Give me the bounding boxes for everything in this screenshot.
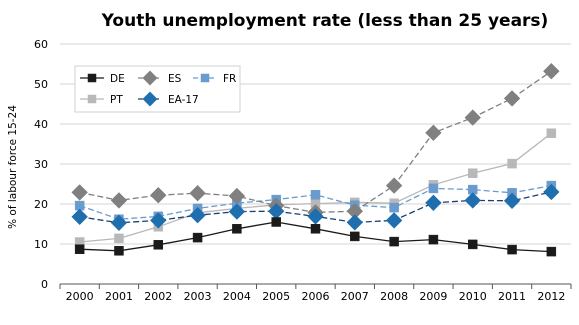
data-point-fr [310, 190, 321, 200]
x-tick-label: 2006 [302, 290, 330, 303]
data-point-de [271, 217, 281, 227]
legend-marker [142, 91, 158, 107]
series-layer [71, 62, 560, 257]
y-tick-label: 10 [34, 238, 48, 251]
legend-label: ES [168, 73, 182, 85]
data-point-ea-17 [110, 214, 128, 232]
data-point-de [232, 224, 242, 234]
data-point-ea-17 [228, 203, 246, 220]
y-tick-label: 40 [34, 118, 48, 131]
legend-marker [87, 73, 97, 83]
data-point-es [228, 187, 246, 205]
data-point-de [467, 239, 478, 250]
data-point-fr [389, 202, 399, 213]
x-tick-label: 2010 [459, 290, 487, 303]
data-point-de [114, 246, 124, 256]
x-tick-label: 2003 [184, 290, 212, 303]
legend-label: EA-17 [168, 94, 199, 106]
y-axis-label: % of labour force 15-24 [7, 105, 19, 229]
data-point-es [385, 177, 403, 194]
data-point-de [310, 224, 321, 234]
x-tick-label: 2008 [380, 290, 408, 303]
chart-title: Youth unemployment rate (less than 25 ye… [101, 11, 549, 31]
data-point-de [428, 234, 439, 245]
data-point-pt [507, 158, 517, 169]
legend-box [74, 65, 241, 113]
x-tick-label: 2009 [419, 290, 447, 303]
legend-label: PT [110, 94, 123, 106]
data-point-de [74, 244, 85, 254]
axes: 0 10 20 30 40 50 60 2000 2001 2002 2003 2004 2005 200… [7, 38, 572, 303]
data-point-ea-17 [71, 208, 88, 226]
data-point-pt [114, 233, 124, 244]
series-de [74, 217, 557, 257]
data-point-ea-17 [189, 206, 206, 224]
legend-item-fr: FR [193, 73, 236, 85]
y-tick-label: 0 [41, 278, 48, 291]
legend: DE ES FR PT EA-17 [74, 65, 241, 113]
series-es [71, 62, 560, 221]
x-tick-label: 2002 [144, 290, 172, 303]
data-point-ea-17 [543, 183, 560, 201]
y-tick-label: 20 [34, 198, 48, 211]
data-point-ea-17 [503, 192, 521, 210]
x-tick-label: 2005 [262, 290, 290, 303]
data-point-es [71, 184, 88, 201]
data-point-es [110, 192, 128, 209]
y-tick-label: 60 [34, 38, 48, 51]
data-point-pt [467, 168, 478, 178]
legend-label: DE [110, 73, 125, 85]
data-point-de [389, 236, 399, 247]
data-point-fr [428, 183, 439, 194]
y-tick-label: 30 [34, 158, 48, 171]
data-point-es [543, 62, 560, 80]
data-point-es [503, 90, 521, 107]
legend-marker [87, 94, 97, 104]
x-tick-label: 2012 [537, 290, 565, 303]
legend-item-de: DE [80, 73, 125, 85]
data-point-ea-17 [346, 214, 364, 231]
data-point-de [546, 246, 557, 257]
data-point-ea-17 [425, 194, 442, 212]
x-tick-label: 2000 [66, 290, 94, 303]
data-point-es [189, 184, 206, 202]
data-point-es [425, 124, 442, 142]
legend-marker [200, 73, 210, 83]
data-point-de [350, 231, 360, 242]
x-tick-label: 2004 [223, 290, 251, 303]
series-ea-17 [71, 183, 560, 232]
x-tick-label: 2007 [341, 290, 369, 303]
data-point-de [507, 244, 517, 255]
data-point-pt [546, 128, 557, 138]
data-point-ea-17 [149, 212, 167, 229]
legend-marker [142, 70, 158, 86]
data-point-es [149, 186, 167, 204]
data-point-ea-17 [464, 192, 482, 209]
legend-label: FR [223, 73, 236, 85]
data-point-ea-17 [385, 212, 403, 229]
x-tick-label: 2001 [105, 290, 133, 303]
y-tick-label: 50 [34, 78, 48, 91]
legend-item-pt: PT [80, 94, 123, 106]
data-point-de [153, 240, 164, 250]
data-point-de [192, 232, 203, 243]
legend-item-ea-17: EA-17 [138, 91, 199, 107]
legend-item-es: ES [138, 70, 182, 86]
x-tick-label: 2011 [498, 290, 526, 303]
data-point-es [464, 109, 482, 126]
